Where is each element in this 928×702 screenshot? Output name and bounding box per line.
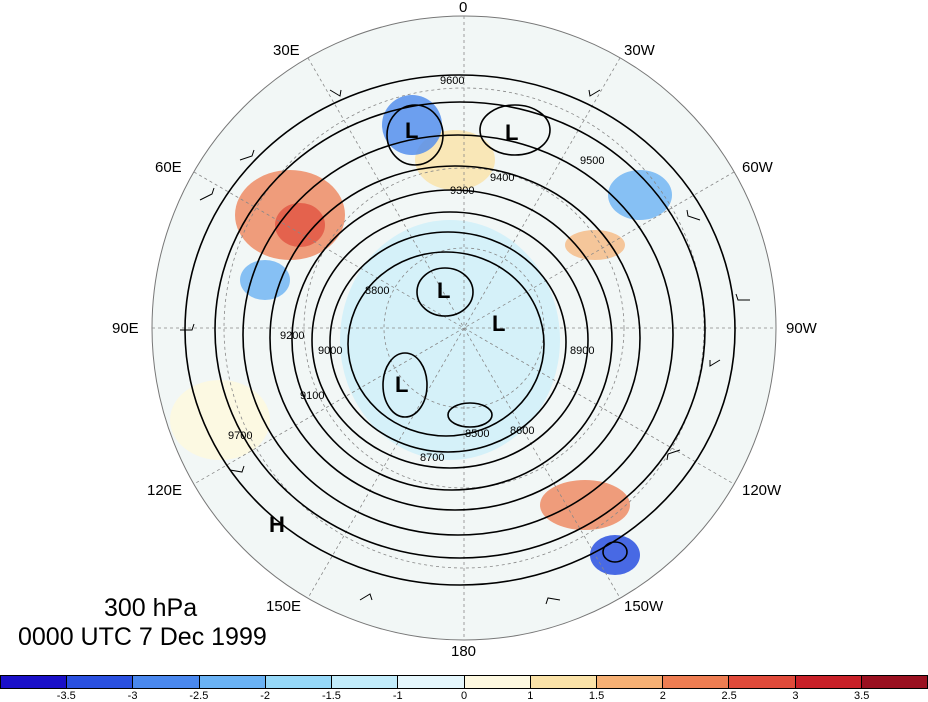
colorbar-swatch (199, 675, 266, 689)
contour-label-9500: 9500 (580, 155, 605, 167)
colorbar-tick-label: -1 (392, 690, 403, 702)
colorbar-swatch (398, 675, 465, 689)
lon-label-30e: 30E (273, 42, 300, 59)
colorbar-swatch (795, 675, 862, 689)
colorbar-tick-label: -3 (127, 690, 138, 702)
anomaly-positive-asia (170, 380, 270, 460)
contour-label-8600: 8600 (510, 425, 535, 437)
contour-label-9000: 9000 (318, 345, 343, 357)
colorbar-swatch (464, 675, 531, 689)
colorbar-tick-label: 1.5 (588, 690, 605, 702)
colorbar-swatch (729, 675, 796, 689)
level-label: 300 hPa (104, 594, 198, 622)
colorbar-swatch (663, 675, 730, 689)
contour-label-9200: 9200 (280, 330, 305, 342)
contour-label-9700: 9700 (228, 430, 253, 442)
lon-label-120w: 120W (742, 482, 782, 499)
lon-label-120e: 120E (147, 482, 183, 499)
contour-label-9100: 9100 (300, 390, 325, 402)
colorbar-tick-label: 2.5 (721, 690, 737, 702)
graticule (152, 16, 776, 640)
lon-label-150e: 150E (266, 598, 302, 615)
lon-label-90w: 90W (786, 320, 817, 337)
lon-label-180: 180 (451, 643, 477, 660)
colorbar-swatch (861, 675, 928, 689)
anomaly-negative-pole (340, 220, 560, 460)
colorbar-swatch (67, 675, 134, 689)
colorbar-tick-label: -2.5 (189, 690, 209, 702)
time-label: 0000 UTC 7 Dec 1999 (18, 623, 267, 651)
wind-barbs (180, 89, 750, 605)
anomaly-negative-alaska (590, 535, 640, 575)
low-center-canada: L (492, 311, 506, 336)
lon-label-60w: 60W (742, 159, 773, 176)
contour-label-9400: 9400 (490, 172, 515, 184)
colorbar-tick-label: 3.5 (854, 690, 870, 702)
lon-label-90e: 90E (112, 320, 139, 337)
colorbar-swatch (596, 675, 664, 689)
colorbar-tick-label: -1.5 (321, 690, 341, 702)
lon-label-60e: 60E (155, 159, 182, 176)
low-center-arctic: L (437, 278, 451, 303)
anomaly-positive-north-atlantic (415, 130, 495, 190)
contour-label-8800: 8800 (365, 285, 390, 297)
colorbar-tick-label: 0 (460, 690, 468, 702)
contour-label-8900: 8900 (570, 345, 595, 357)
lon-label-150w: 150W (624, 598, 664, 615)
anomaly-negative-greenland (608, 170, 672, 220)
low-center-scandinavia: L (405, 118, 419, 143)
colorbar-tick-label: 2 (659, 690, 666, 702)
colorbar-tick-label: -3.5 (56, 690, 76, 702)
colorbar-swatch (530, 675, 597, 689)
high-center-east-asia: H (269, 512, 285, 537)
colorbar-tick-label: 3 (792, 690, 799, 702)
lon-label-30w: 30W (624, 42, 655, 59)
colorbar-swatch (265, 675, 333, 689)
colorbar-swatch (133, 675, 200, 689)
anomaly-positive-pacific (540, 480, 630, 530)
anomaly-positive-atlantic (565, 230, 625, 260)
height-contours (184, 74, 736, 586)
polar-map (151, 15, 777, 641)
contour-label-8700: 8700 (420, 452, 445, 464)
colorbar-swatch (0, 675, 68, 689)
low-center-siberia: L (395, 372, 409, 397)
colorbar-swatch (332, 675, 399, 689)
colorbar-tick-label: 1 (527, 690, 534, 702)
low-center-atlantic: L (505, 120, 519, 145)
colorbar-tick-label: -2 (260, 690, 271, 702)
contour-label-9300: 9300 (450, 185, 475, 197)
colorbar (0, 675, 928, 689)
anomaly-positive-eurasia-core (275, 203, 325, 247)
contour-label-8500: 8500 (465, 428, 490, 440)
contour-label-9600-north: 9600 (440, 75, 465, 87)
lon-label-0: 0 (459, 0, 468, 16)
